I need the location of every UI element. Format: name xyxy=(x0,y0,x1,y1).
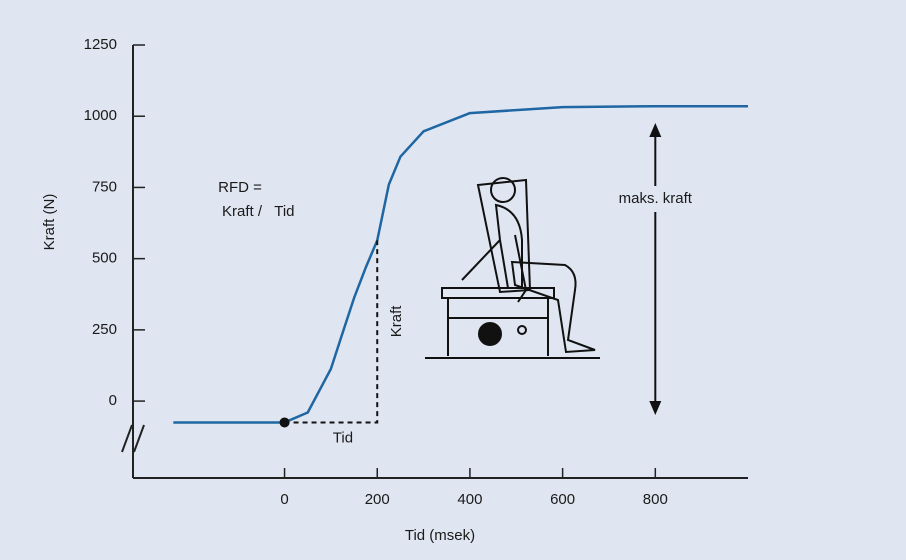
x-tick-label: 0 xyxy=(280,491,288,508)
y-tick-label: 0 xyxy=(109,392,117,409)
weight xyxy=(479,323,501,345)
annotation: RFD = xyxy=(218,179,262,196)
background xyxy=(0,0,906,560)
annotation: Kraft xyxy=(388,305,405,338)
y-tick-label: 1250 xyxy=(84,36,117,53)
y-axis-label: Kraft (N) xyxy=(41,194,58,251)
annotation: Kraft / Tid xyxy=(222,203,295,220)
x-tick-label: 800 xyxy=(643,491,668,508)
y-tick-label: 250 xyxy=(92,321,117,338)
annotation: maks. kraft xyxy=(619,190,693,207)
y-tick-label: 750 xyxy=(92,178,117,195)
start-point xyxy=(280,417,290,427)
x-tick-label: 600 xyxy=(550,491,575,508)
x-axis-label: Tid (msek) xyxy=(405,527,475,544)
annotation: Tid xyxy=(333,429,353,446)
x-tick-label: 400 xyxy=(457,491,482,508)
y-tick-label: 500 xyxy=(92,250,117,267)
chart: Kraft (N) Tid (msek) 0 250 500 750 1000 1250 0… xyxy=(0,0,906,560)
x-tick-label: 200 xyxy=(365,491,390,508)
y-tick-label: 1000 xyxy=(84,107,117,124)
